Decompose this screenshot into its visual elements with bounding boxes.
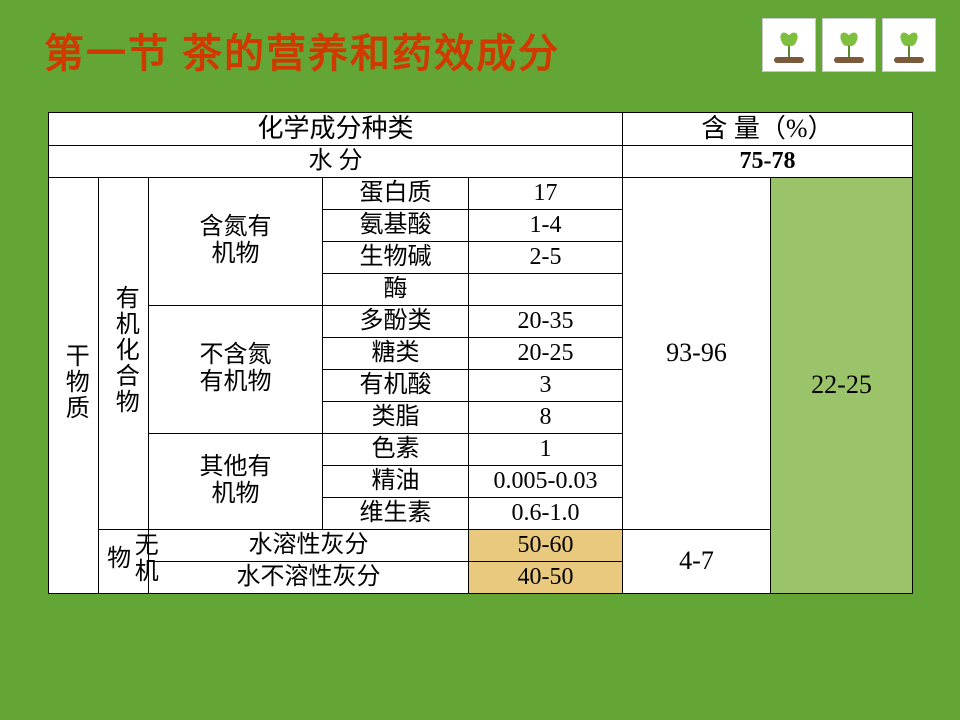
other-group-label: 其他有 机物 (149, 433, 323, 529)
organic-total: 93-96 (623, 177, 771, 529)
sub-value: 50-60 (469, 529, 623, 561)
sub-label: 氨基酸 (323, 209, 469, 241)
sub-label: 糖类 (323, 337, 469, 369)
slide: 第一节 茶的营养和药效成分 化学成分种类 含 量（%） (0, 0, 960, 720)
sub-value: 3 (469, 369, 623, 401)
table-header-row: 化学成分种类 含 量（%） (49, 113, 913, 146)
sub-label: 多酚类 (323, 305, 469, 337)
sub-label: 精油 (323, 465, 469, 497)
water-label: 水 分 (49, 145, 623, 177)
decoration-strip (762, 18, 936, 72)
sprout-icon (882, 18, 936, 72)
inorganic-label: 无机物 (99, 529, 149, 593)
water-row: 水 分 75-78 (49, 145, 913, 177)
dry-matter-label: 干物质 (49, 177, 99, 593)
sub-label: 色素 (323, 433, 469, 465)
sub-label: 蛋白质 (323, 177, 469, 209)
sub-value: 0.005-0.03 (469, 465, 623, 497)
header-chemical-type: 化学成分种类 (49, 113, 623, 146)
sub-value: 20-35 (469, 305, 623, 337)
sub-value: 40-50 (469, 561, 623, 593)
organic-compounds-label: 有机化合物 (99, 177, 149, 529)
sub-label: 酶 (323, 273, 469, 305)
sub-value: 17 (469, 177, 623, 209)
page-title: 第一节 茶的营养和药效成分 (44, 21, 560, 79)
sub-label: 水溶性灰分 (149, 529, 469, 561)
sub-value (469, 273, 623, 305)
sub-label: 维生素 (323, 497, 469, 529)
inorganic-total: 4-7 (623, 529, 771, 593)
composition-table: 化学成分种类 含 量（%） 水 分 75-78 干物质 有机化合物 含氮有 机物… (48, 112, 912, 594)
table-row: 干物质 有机化合物 含氮有 机物 蛋白质 17 93-96 22-25 (49, 177, 913, 209)
water-value: 75-78 (623, 145, 913, 177)
sprout-icon (762, 18, 816, 72)
sprout-icon (822, 18, 876, 72)
title-bar: 第一节 茶的营养和药效成分 (14, 10, 946, 90)
sub-label: 类脂 (323, 401, 469, 433)
sub-value: 0.6-1.0 (469, 497, 623, 529)
dry-matter-total: 22-25 (771, 177, 913, 593)
sub-value: 8 (469, 401, 623, 433)
non-nitrogen-group-label: 不含氮 有机物 (149, 305, 323, 433)
nitrogen-group-label: 含氮有 机物 (149, 177, 323, 305)
header-content-percent: 含 量（%） (623, 113, 913, 146)
sub-label: 有机酸 (323, 369, 469, 401)
sub-label: 水不溶性灰分 (149, 561, 469, 593)
sub-value: 2-5 (469, 241, 623, 273)
sub-value: 1 (469, 433, 623, 465)
sub-label: 生物碱 (323, 241, 469, 273)
sub-value: 1-4 (469, 209, 623, 241)
sub-value: 20-25 (469, 337, 623, 369)
